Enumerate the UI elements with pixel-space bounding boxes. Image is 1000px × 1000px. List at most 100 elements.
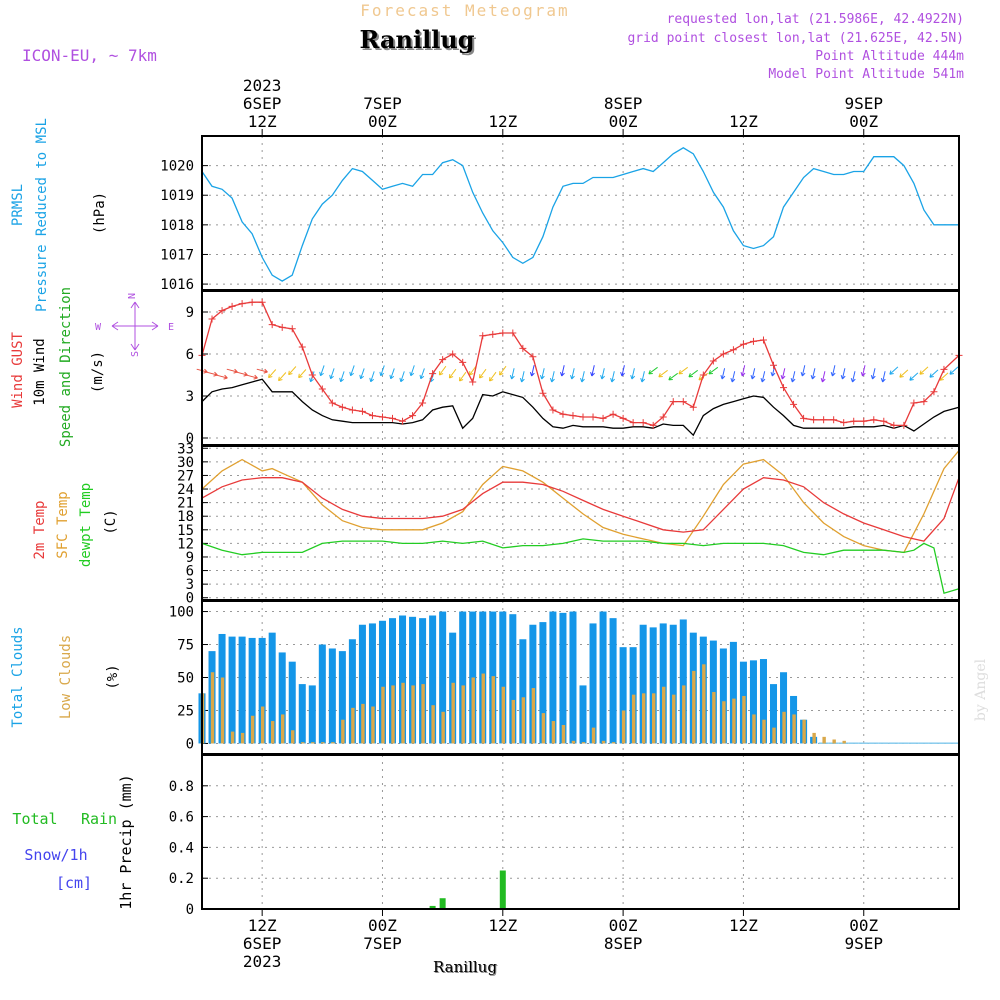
total-cloud-bar [908,742,919,744]
precip-labels: Total Rain Snow/1h [cm] 1hr Precip (mm) [12,774,135,909]
wind-gust-marker [288,325,296,333]
clouds-panel: 0 25 50 75 100 [169,600,960,755]
wind-direction-arrow [499,365,507,376]
wind-speed-line [201,378,960,437]
total-cloud-bar [509,614,517,744]
total-cloud-bar [358,624,366,744]
temp-label-unit: (C) [103,509,119,534]
low-cloud-bar [381,686,385,744]
low-cloud-bar [802,719,806,744]
wind-direction-arrow [810,368,816,380]
wind-gust-marker [569,412,577,420]
top-time-label: 00Z [849,112,878,131]
wind-gust-marker [409,412,417,420]
wind-direction-arrow [820,371,826,383]
low-cloud-bar [311,742,315,744]
low-cloud-bar [501,686,506,744]
wind-direction-arrow [438,365,447,376]
wind-gust-marker [689,403,697,411]
total-cloud-bar [278,652,286,744]
wind-panel: 0 3 6 9 [186,290,963,447]
clouds-y-tick-label: 75 [177,638,194,654]
top-time-label: 12Z [248,112,277,131]
low-cloud-bar [281,714,285,744]
wind-direction-arrow [226,368,238,374]
temperature-y-tick-label: 27 [177,468,194,484]
wind-gust-marker [579,413,587,421]
low-cloud-bar [732,698,736,744]
wind-gust-marker [729,346,737,354]
total-cloud-bar [749,660,757,744]
precip-y-tick-label: 0 [186,902,194,918]
wind-direction-arrow [278,372,287,382]
top-time-label: 7SEP [363,94,402,113]
low-cloud-bar [682,685,686,744]
wind-direction-arrow [760,371,766,383]
wind-gust-marker [770,361,778,369]
bottom-time-label: 7SEP [363,934,402,953]
total-cloud-bar [439,611,447,744]
low-cloud-bar [641,693,646,744]
wind-direction-arrow [509,368,515,380]
bottom-location-caption: Ranillug [434,959,498,977]
low-cloud-bar [762,719,766,744]
wind-gust-marker [870,416,878,424]
pressure-labels: PRMSL Pressure Reduced to MSL (hPa) [10,118,108,312]
wind-gust-marker [519,344,527,352]
low-cloud-bar [702,664,706,744]
wind-gust-marker [900,421,908,429]
low-cloud-bar [230,731,235,744]
wind-direction-arrow [590,365,595,377]
low-cloud-bar [371,706,375,744]
bottom-time-label: 00Z [849,916,878,935]
total-cloud-bar [258,637,266,744]
low-cloud-bar [250,715,255,744]
wind-direction-arrow [648,366,658,375]
top-time-label: 00Z [368,112,397,131]
low-cloud-bar [752,714,756,744]
wind-gust-marker [469,378,477,386]
total-cloud-bar [529,624,537,744]
wind-gust-marker [489,330,497,338]
wind-gust-marker [739,340,747,348]
low-cloud-bar [471,677,475,744]
wind-gust-marker [890,421,898,429]
rain-bar [499,870,506,909]
total-cloud-bar [759,659,767,744]
total-cloud-bar [659,623,667,744]
wind-gust-marker [539,389,547,397]
total-cloud-bar [248,637,256,744]
total-cloud-bar [539,622,547,744]
top-time-label: 6SEP [243,94,282,113]
wind-direction-arrow [620,365,625,377]
top-time-label: 8SEP [604,94,643,113]
wind-gust-marker [298,343,306,351]
precip-label-snow: Snow/1h [24,846,87,864]
low-cloud-bar [240,732,245,744]
low-cloud-bar [260,706,265,744]
wind-direction-arrow [216,374,228,380]
wind-gust-marker [429,370,437,378]
wind-gust-marker [248,298,256,306]
top-time-label: 9SEP [844,94,883,113]
low-cloud-bar [451,682,455,744]
wind-gust-marker [679,398,687,406]
wind-gust-marker [880,417,888,425]
header-requested-point: requested lon,lat (21.5986E, 42.4922N) [667,12,964,27]
wind-gust-marker [238,300,246,308]
compass-arrows-icon [111,301,159,351]
wind-label-direction: Speed and Direction [58,287,74,447]
wind-gust-marker [338,403,346,411]
wind-direction-arrow [519,371,525,383]
low-cloud-bar [511,699,516,744]
total-cloud-bar [499,611,507,744]
low-cloud-bar [621,710,626,744]
total-cloud-bar [609,618,617,744]
pressure-label-unit: (hPa) [92,192,108,234]
wind-direction-arrow [570,368,575,380]
clouds-y-tick-label: 25 [177,703,194,719]
total-cloud-bar [848,742,859,744]
